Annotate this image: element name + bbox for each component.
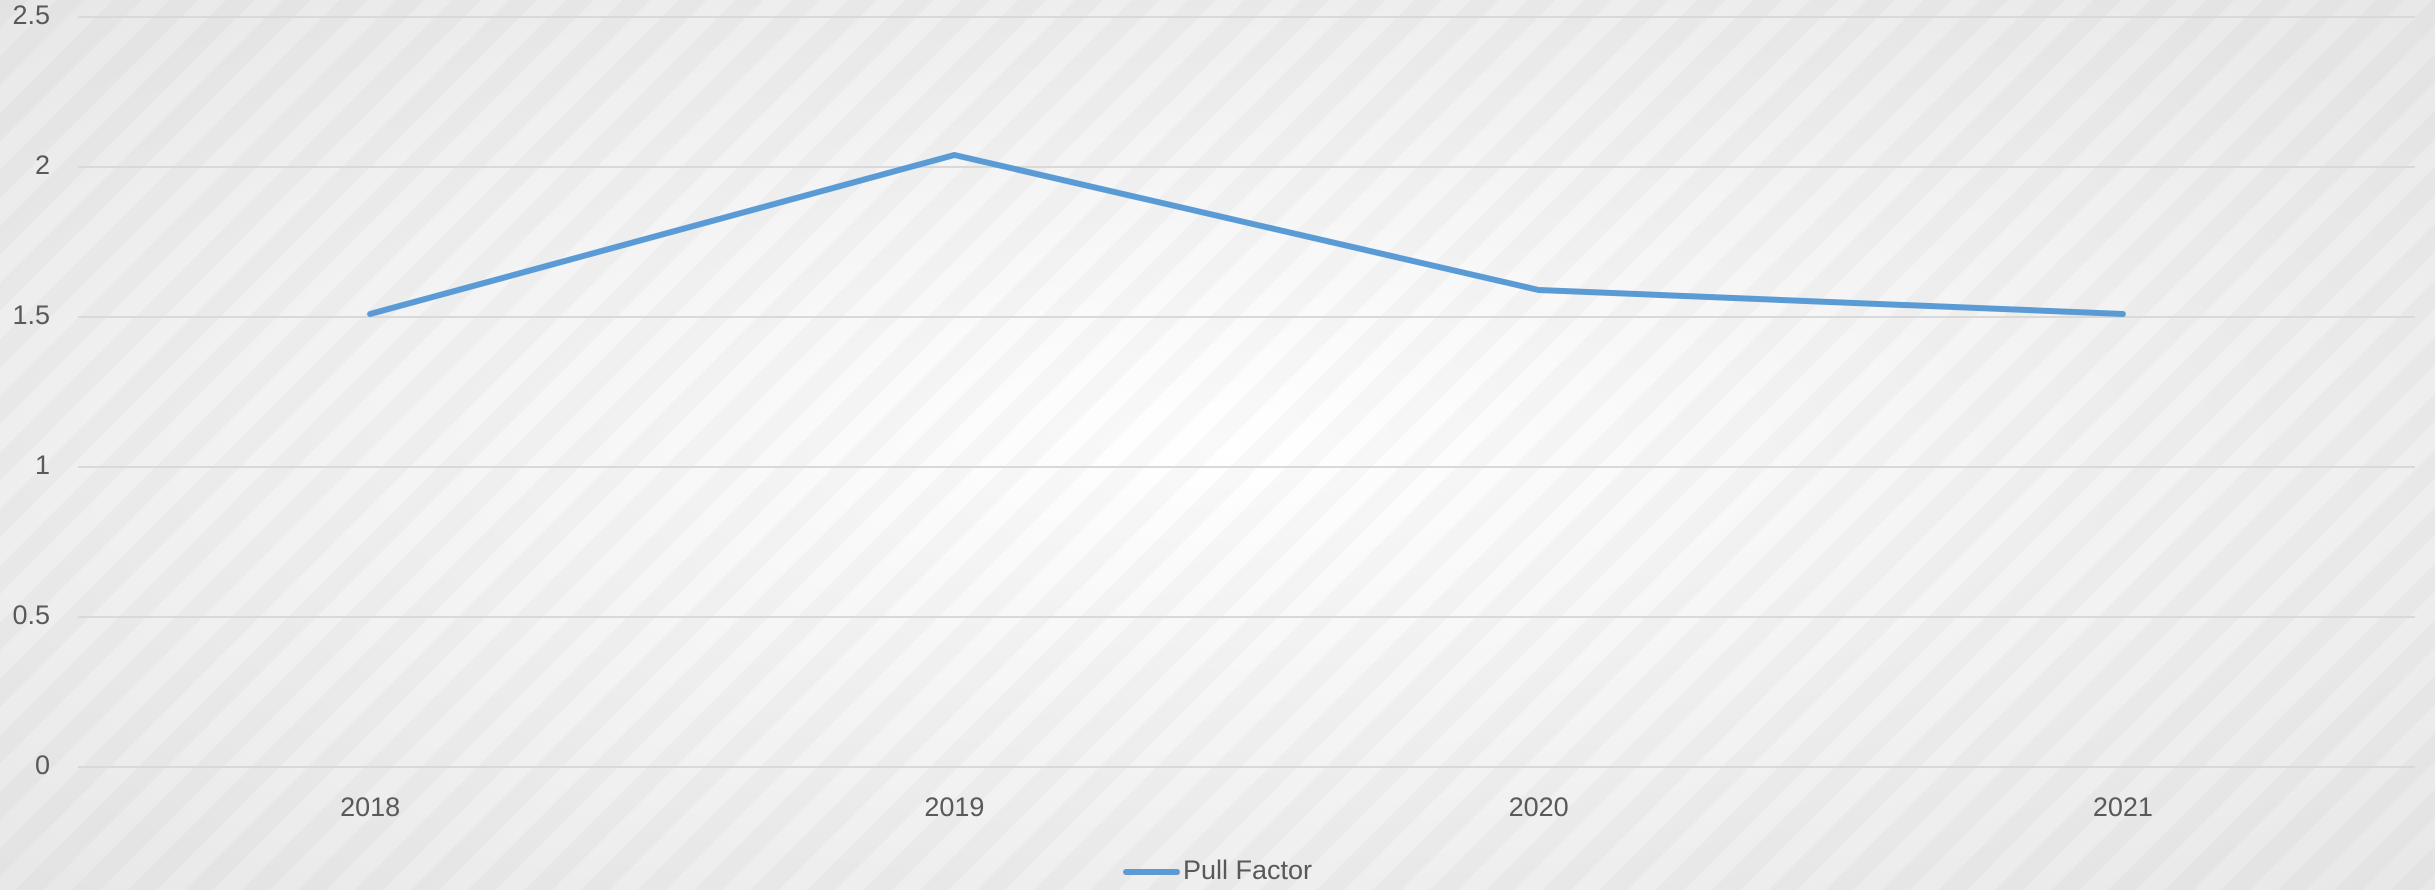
data-line bbox=[367, 152, 2126, 317]
x-tick-label: 2020 bbox=[1509, 792, 1569, 822]
legend-label: Pull Factor bbox=[1183, 855, 1312, 885]
x-tick-label: 2021 bbox=[2093, 792, 2153, 822]
y-tick-label: 2 bbox=[35, 150, 50, 180]
y-tick-label: 0.5 bbox=[12, 600, 50, 630]
y-tick-label: 0 bbox=[35, 750, 50, 780]
y-tick-label: 1 bbox=[35, 450, 50, 480]
y-tick-label: 1.5 bbox=[12, 300, 50, 330]
y-tick-label: 2.5 bbox=[12, 0, 50, 30]
x-tick-label: 2019 bbox=[924, 792, 984, 822]
x-tick-label: 2018 bbox=[340, 792, 400, 822]
